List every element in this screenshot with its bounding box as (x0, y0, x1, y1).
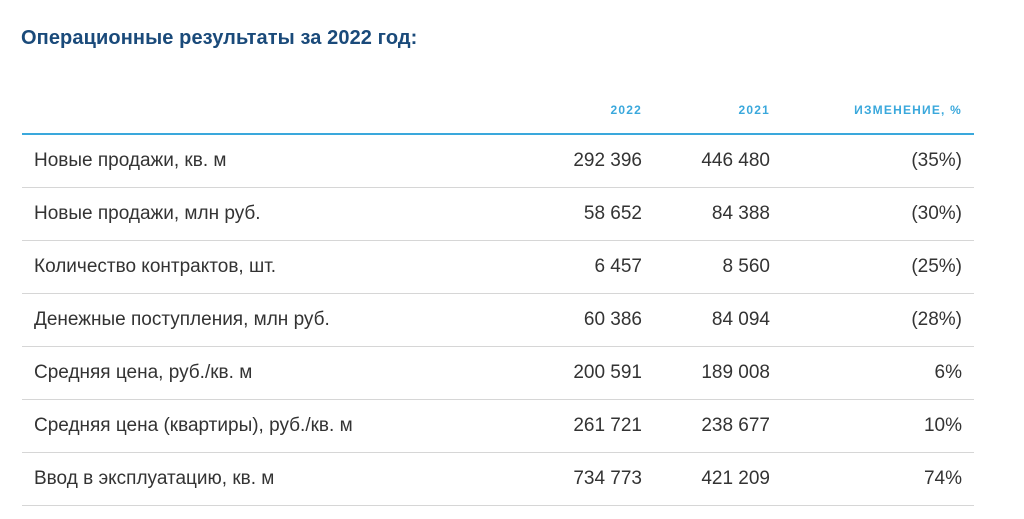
value-2021: 421 209 (701, 468, 770, 489)
value-2022: 734 773 (573, 468, 642, 489)
row-label: Денежные поступления, млн руб. (34, 309, 330, 330)
value-change: 6% (934, 362, 962, 383)
header-2021: 2021 (738, 103, 770, 117)
operational-results-table: 2022 2021 ИЗМЕНЕНИЕ, % Новые продажи, кв… (22, 88, 974, 506)
table-header-row: 2022 2021 ИЗМЕНЕНИЕ, % (22, 88, 974, 135)
value-2022: 292 396 (573, 150, 642, 171)
row-label: Ввод в эксплуатацию, кв. м (34, 468, 275, 489)
value-2022: 60 386 (583, 309, 642, 330)
value-2021: 189 008 (701, 362, 770, 383)
page-title: Операционные результаты за 2022 год: (21, 27, 418, 49)
table-row: Средняя цена, руб./кв. м 200 591 189 008… (22, 347, 974, 400)
value-change: 74% (923, 468, 962, 489)
table-row: Новые продажи, млн руб. 58 652 84 388 (3… (22, 188, 974, 241)
value-change: (35%) (911, 150, 962, 171)
table-row: Количество контрактов, шт. 6 457 8 560 (… (22, 241, 974, 294)
value-change: (30%) (911, 203, 962, 224)
value-2021: 84 094 (711, 309, 770, 330)
row-label: Новые продажи, кв. м (34, 150, 227, 171)
row-label: Количество контрактов, шт. (34, 256, 277, 277)
value-change: (25%) (911, 256, 962, 277)
value-2022: 6 457 (594, 256, 642, 277)
value-2022: 58 652 (583, 203, 642, 224)
value-2021: 238 677 (701, 415, 770, 436)
header-2022: 2022 (610, 103, 642, 117)
row-label: Средняя цена (квартиры), руб./кв. м (34, 415, 353, 436)
table-row: Ввод в эксплуатацию, кв. м 734 773 421 2… (22, 453, 974, 506)
row-label: Новые продажи, млн руб. (34, 203, 261, 224)
value-2022: 261 721 (573, 415, 642, 436)
row-label: Средняя цена, руб./кв. м (34, 362, 253, 383)
table-row: Средняя цена (квартиры), руб./кв. м 261 … (22, 400, 974, 453)
header-change: ИЗМЕНЕНИЕ, % (854, 103, 962, 117)
value-2022: 200 591 (573, 362, 642, 383)
value-change: (28%) (911, 309, 962, 330)
table-row: Новые продажи, кв. м 292 396 446 480 (35… (22, 135, 974, 188)
value-2021: 84 388 (711, 203, 770, 224)
value-2021: 446 480 (701, 150, 770, 171)
value-2021: 8 560 (722, 256, 770, 277)
table-row: Денежные поступления, млн руб. 60 386 84… (22, 294, 974, 347)
value-change: 10% (923, 415, 962, 436)
